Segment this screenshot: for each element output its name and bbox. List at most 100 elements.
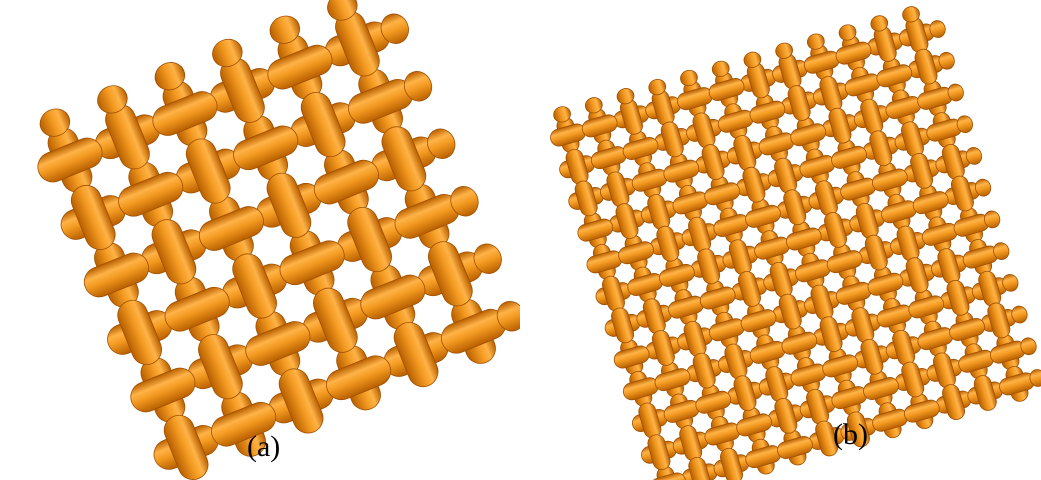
warp-yarn-segment (828, 107, 852, 144)
warp-yarn-segment (602, 275, 625, 312)
warp-yarn-segment (987, 302, 1011, 339)
warp-yarn-segment (937, 248, 961, 284)
weft-yarn-segment (613, 345, 650, 369)
weft-yarn-segment (749, 100, 786, 124)
weft-yarn-segment (650, 472, 686, 480)
warp-yarn-segment (688, 456, 712, 480)
warp-yarn-segment (266, 172, 312, 238)
warp-yarn-segment (896, 225, 920, 262)
weft-yarn-end (929, 20, 946, 38)
weft-yarn-segment (758, 132, 795, 156)
weft-yarn-segment (949, 318, 985, 342)
warp-yarn-segment (393, 321, 439, 388)
warp-yarn-segment (973, 375, 997, 411)
weft-yarn-segment (717, 109, 754, 133)
over-layer (550, 17, 1035, 480)
weft-yarn-segment (326, 355, 392, 401)
warp-yarn-segment (769, 261, 793, 298)
weft-yarn-end (974, 178, 992, 197)
warp-yarn-segment (638, 402, 662, 439)
weft-yarn-segment (695, 390, 732, 414)
twill-weave-fabric-illustration (550, 6, 1041, 480)
weft-yarn-end (427, 128, 456, 159)
weft-yarn-segment (708, 318, 745, 342)
warp-yarn-segment (656, 225, 680, 262)
weft-yarn-segment (881, 200, 917, 224)
weft-yarn-segment (663, 399, 700, 423)
warp-yarn-segment (660, 121, 684, 158)
weft-yarn-end (1029, 369, 1041, 387)
warp-yarn-end (838, 24, 857, 41)
weft-yarn-segment (831, 145, 867, 169)
weft-yarn-segment (152, 91, 218, 136)
weft-yarn-segment (908, 295, 945, 319)
weft-yarn-segment (781, 331, 818, 355)
fabric (37, 0, 520, 480)
weft-yarn-segment (749, 340, 786, 364)
warp-yarn-segment (647, 194, 671, 230)
warp-yarn-segment (733, 375, 757, 412)
warp-yarn-segment (185, 138, 231, 204)
warp-yarn-segment (679, 425, 703, 461)
warp-yarn-segment (701, 144, 725, 180)
weft-yarn-segment (654, 368, 691, 392)
warp-yarn-segment (864, 234, 888, 271)
warp-yarn-segment (642, 298, 666, 335)
weft-yarn-segment (586, 250, 623, 274)
warp-yarn-segment (765, 366, 789, 402)
warp-yarn-segment (163, 414, 209, 480)
warp-yarn-segment (428, 241, 473, 307)
weft-yarn-segment (713, 214, 750, 237)
warp-yarn-segment (611, 307, 635, 344)
warp-yarn-end (616, 88, 635, 105)
weft-yarn-segment (840, 177, 877, 201)
warp-yarn-segment (574, 180, 598, 217)
weft-yarn-segment (912, 191, 949, 215)
weft-yarn-end (1002, 273, 1019, 292)
weft-yarn-segment (822, 354, 859, 378)
weft-yarn-segment (672, 191, 709, 215)
weft-yarn-segment (245, 321, 311, 366)
weft-yarn-segment (550, 123, 586, 147)
weft-yarn-segment (267, 44, 333, 90)
weft-yarn-segment (577, 218, 614, 242)
weft-yarn-segment (863, 377, 899, 401)
warp-yarn-segment (774, 397, 798, 434)
weft-yarn-segment (790, 123, 827, 147)
weft-yarn-segment (677, 87, 713, 111)
weft-yarn-segment (130, 367, 196, 413)
weft-yarn-segment (618, 241, 654, 265)
warp-yarn-segment (606, 171, 630, 208)
panel-a-caption: (a) (247, 430, 281, 463)
weft-yarn-segment (83, 252, 149, 298)
warp-yarn-end (584, 97, 603, 114)
warp-yarn-segment (814, 180, 838, 217)
weft-yarn-end (984, 210, 1001, 229)
weft-yarn-segment (211, 401, 277, 447)
warp-yarn-segment (724, 343, 748, 380)
weft-yarn-segment (118, 171, 184, 217)
weft-yarn-segment (876, 64, 913, 88)
warp-yarn-segment (846, 411, 870, 448)
warp-yarn-segment (615, 203, 639, 239)
weft-yarn-segment (164, 286, 230, 332)
over-layer (37, 11, 507, 480)
warp-yarn-segment (806, 388, 830, 425)
weft-yarn-segment (885, 96, 922, 119)
warp-yarn-segment (946, 279, 970, 316)
warp-yarn-segment (737, 271, 761, 307)
warp-yarn-end (553, 106, 571, 123)
warp-yarn-segment (692, 352, 716, 389)
yarn-ends (553, 6, 1041, 387)
warp-yarn-segment (819, 316, 843, 353)
weft-yarn-segment (668, 295, 704, 319)
weft-yarn-segment (708, 78, 745, 101)
weft-yarn-end (965, 147, 983, 165)
warp-yarn-segment (651, 330, 675, 366)
weft-yarn-end (450, 186, 479, 217)
weft-yarn-segment (921, 222, 958, 246)
weft-yarn-segment (198, 206, 264, 251)
weft-yarn-segment (37, 137, 103, 183)
weft-yarn-segment (844, 73, 881, 97)
weft-yarn-segment (360, 274, 426, 320)
